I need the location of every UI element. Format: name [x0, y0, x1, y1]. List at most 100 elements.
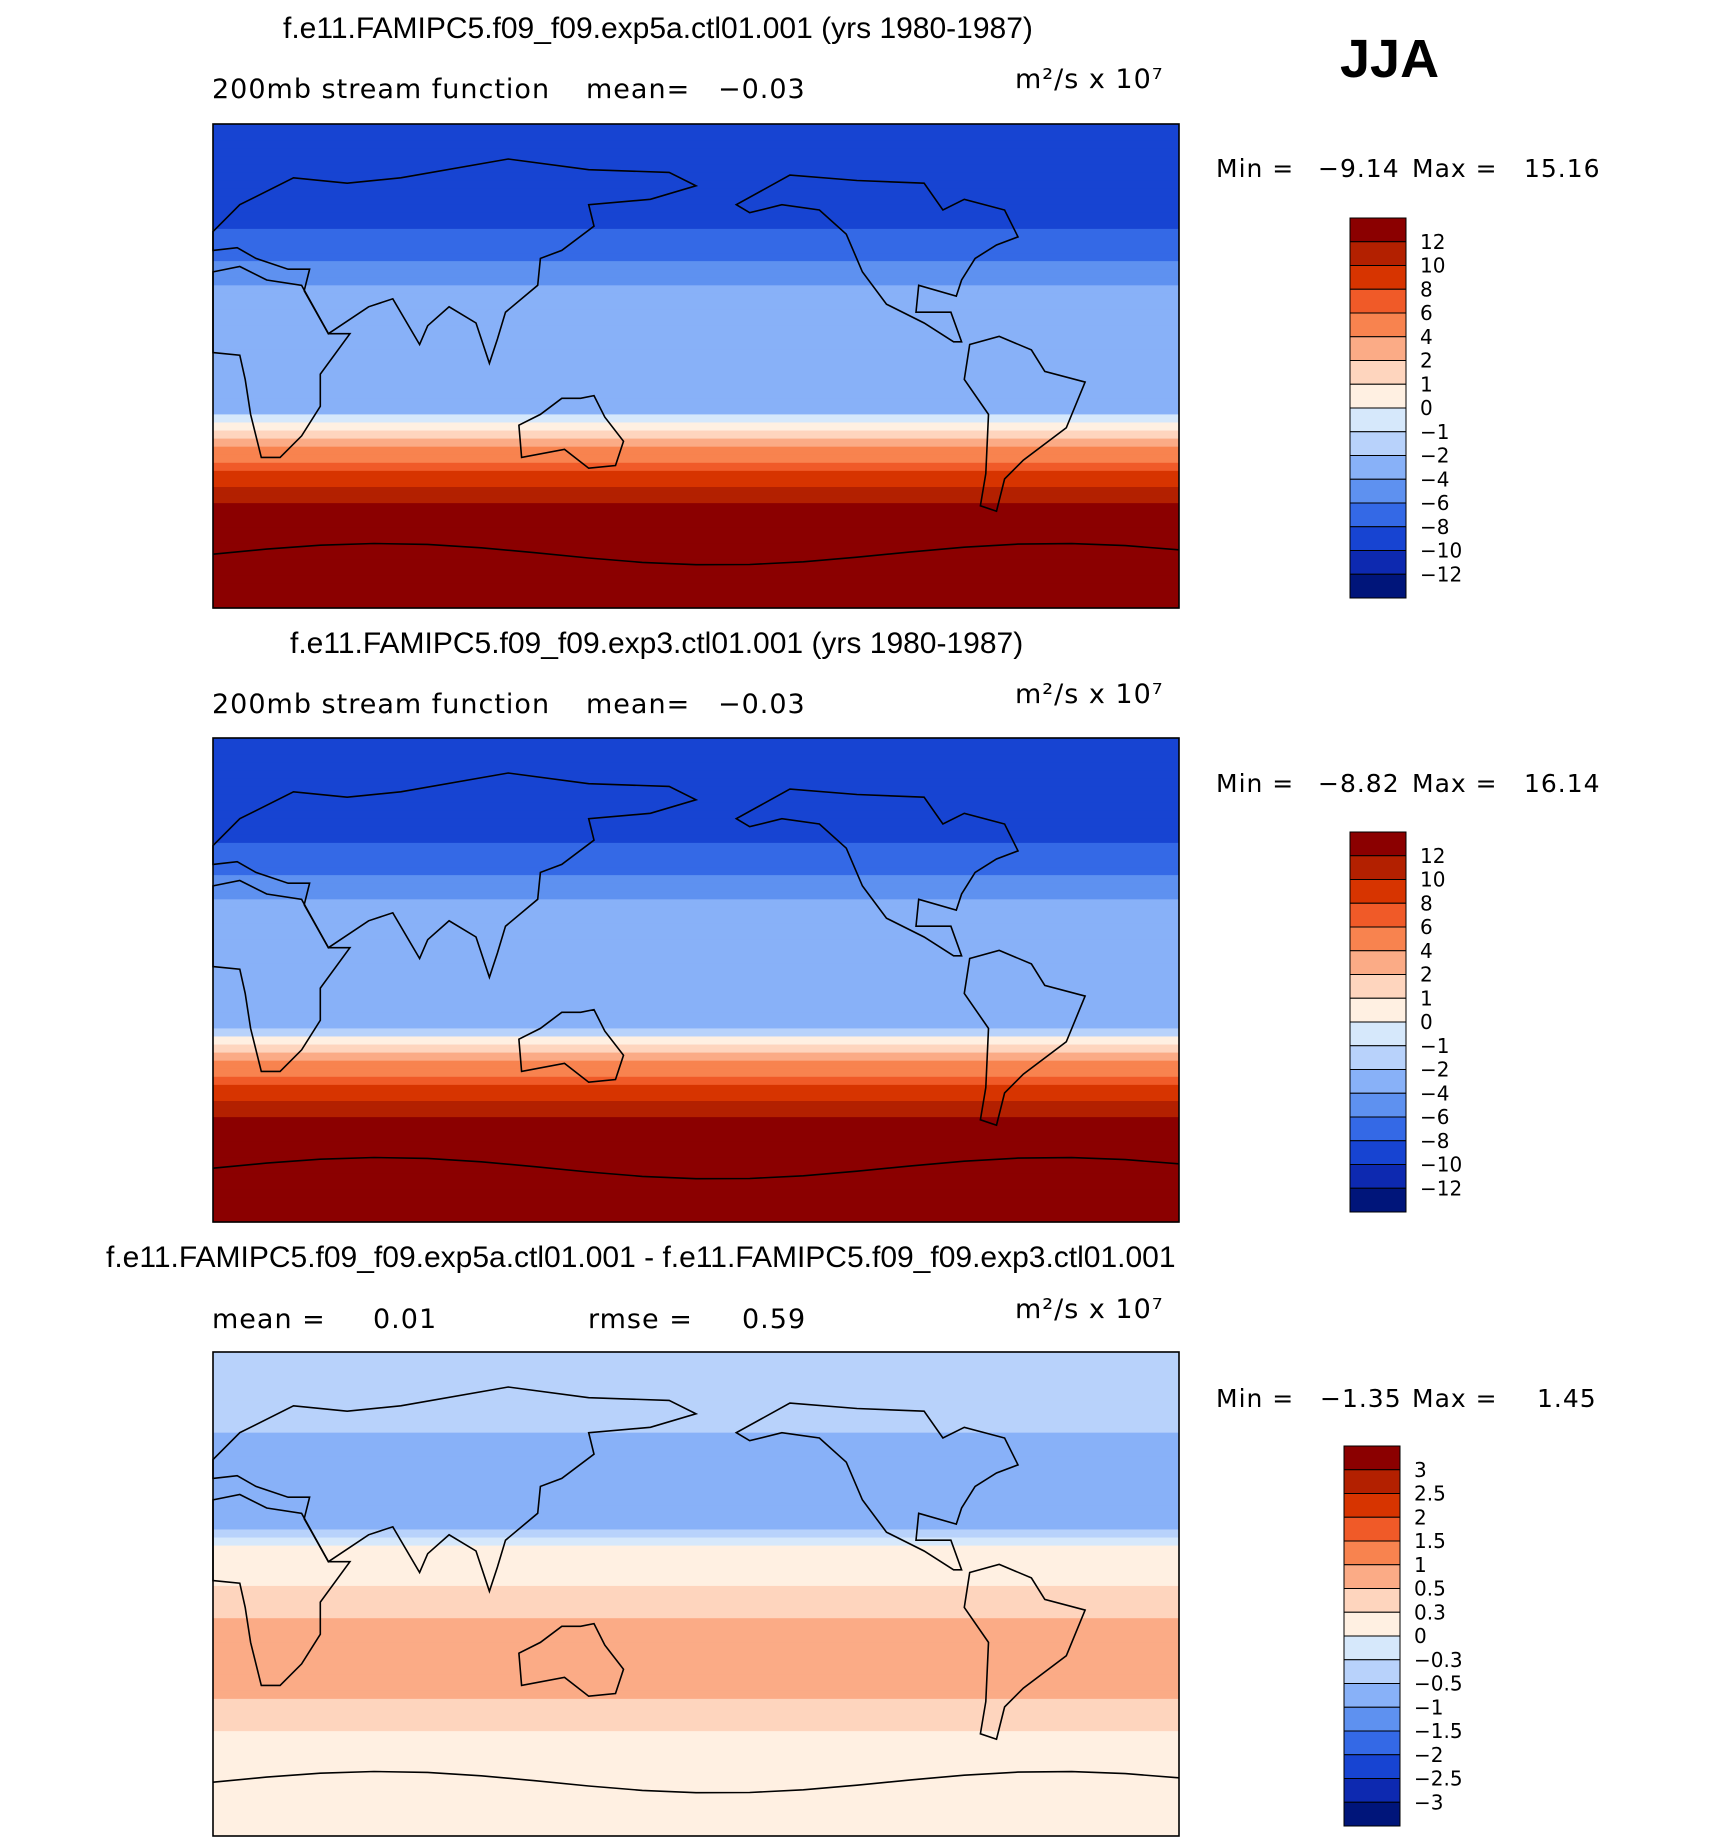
field-band	[213, 963, 1179, 973]
colorbar-swatch	[1349, 926, 1407, 952]
colorbar-tick-label: −2	[1420, 1058, 1449, 1082]
field-band	[213, 1036, 1179, 1046]
field-band	[213, 382, 1179, 391]
panel1-map	[212, 123, 1180, 609]
colorbar-tick-label: 1	[1414, 1553, 1427, 1577]
panel1-max-value: 15.16	[1524, 154, 1601, 183]
colorbar-swatch	[1343, 1516, 1401, 1542]
field-band	[213, 196, 1179, 206]
colorbar-swatch	[1349, 431, 1407, 456]
field-band	[213, 1819, 1179, 1829]
field-band	[213, 1416, 1179, 1426]
field-band	[213, 1658, 1179, 1668]
field-band	[213, 599, 1179, 609]
colorbar-swatch	[1343, 1730, 1401, 1756]
colorbar-tick-label: 2.5	[1414, 1482, 1446, 1506]
field-band	[213, 891, 1179, 900]
field-band	[213, 1004, 1179, 1013]
panel3-rmse-label: rmse =	[588, 1304, 693, 1335]
colorbar-swatch	[1343, 1445, 1401, 1471]
coastline-south-america	[963, 949, 1087, 1127]
field-band	[213, 859, 1179, 868]
field-band	[213, 1513, 1179, 1522]
colorbar-swatch	[1349, 502, 1407, 528]
colorbar-tick-label: −12	[1420, 1176, 1462, 1200]
field-band	[213, 454, 1179, 464]
field-band	[213, 947, 1179, 957]
field-band	[213, 754, 1179, 763]
map-frame	[212, 737, 1180, 1223]
colorbar-swatch	[1349, 1092, 1407, 1118]
colorbar-swatch	[1343, 1635, 1401, 1661]
colorbar-tick-label: 0.3	[1414, 1600, 1446, 1624]
field-band	[213, 325, 1179, 335]
colorbar-tick-label: 6	[1420, 915, 1433, 939]
colorbar-swatch	[1349, 217, 1407, 243]
field-band	[213, 438, 1179, 448]
colorbar-tick-label: −0.5	[1414, 1672, 1463, 1696]
field-band	[213, 1213, 1179, 1223]
field-band	[213, 462, 1179, 472]
colorbar-swatch	[1343, 1801, 1401, 1827]
field-band	[213, 204, 1179, 214]
colorbar-tick-label: 2	[1420, 349, 1433, 373]
coastline-south-america	[963, 1563, 1087, 1741]
coastline-africa	[212, 1493, 352, 1687]
colorbar-swatch	[1349, 455, 1407, 480]
field-band	[213, 996, 1179, 1005]
field-band	[213, 1117, 1179, 1126]
panel1-title: f.e11.FAMIPC5.f09_f09.exp5a.ctl01.001 (y…	[283, 12, 1033, 45]
field-band	[213, 1352, 1179, 1361]
colorbar-tick-label: −2	[1414, 1743, 1443, 1767]
colorbar-swatch	[1349, 526, 1407, 551]
field-band	[213, 1706, 1179, 1716]
colorbar-tick-label: −4	[1420, 467, 1449, 491]
field-band	[213, 430, 1179, 440]
colorbar-tick-label: 4	[1420, 325, 1433, 349]
coastline-south-america	[963, 335, 1087, 513]
field-band	[213, 802, 1179, 812]
colorbar-swatch	[1343, 1754, 1401, 1779]
field-band	[213, 551, 1179, 561]
colorbar-swatch	[1343, 1540, 1401, 1566]
panel3-min-value: −1.35	[1320, 1384, 1402, 1413]
field-band	[213, 422, 1179, 432]
field-band	[213, 1060, 1179, 1070]
panel1-max-label: Max =	[1412, 154, 1498, 183]
colorbar-tick-label: −4	[1420, 1081, 1449, 1105]
panel1-mean-value: −0.03	[718, 74, 806, 105]
panel2-subtitle: 200mb stream function	[212, 689, 551, 720]
field-band	[213, 1141, 1179, 1150]
field-band	[213, 583, 1179, 593]
field-band	[213, 1197, 1179, 1207]
field-band	[213, 1012, 1179, 1021]
panel1-subtitle: 200mb stream function	[212, 74, 551, 105]
field-band	[213, 1052, 1179, 1062]
field-band	[213, 1181, 1179, 1191]
field-band	[213, 1165, 1179, 1175]
field-band	[213, 1125, 1179, 1134]
colorbar-tick-label: −1	[1420, 1034, 1449, 1058]
colorbar-swatch	[1349, 974, 1407, 999]
colorbar-swatch	[1349, 288, 1407, 314]
field-band	[213, 1189, 1179, 1199]
colorbar-tick-label: −8	[1420, 1129, 1449, 1153]
colorbar-swatch	[1349, 241, 1407, 266]
field-band	[213, 495, 1179, 504]
field-band	[213, 923, 1179, 933]
colorbar-swatch	[1349, 1021, 1407, 1047]
colorbar-swatch	[1349, 1187, 1407, 1213]
field-band	[213, 341, 1179, 351]
field-band	[213, 762, 1179, 771]
field-band	[213, 357, 1179, 367]
field-band	[213, 567, 1179, 577]
panel3-title: f.e11.FAMIPC5.f09_f09.exp5a.ctl01.001 - …	[106, 1241, 1176, 1274]
colorbar-tick-label: 2	[1414, 1505, 1427, 1529]
colorbar-swatch	[1343, 1683, 1401, 1708]
field-band	[213, 398, 1179, 407]
field-band	[213, 1473, 1179, 1482]
field-band	[213, 156, 1179, 165]
panel3-min-label: Min =	[1216, 1384, 1295, 1413]
colorbar-tick-label: 12	[1420, 230, 1445, 254]
